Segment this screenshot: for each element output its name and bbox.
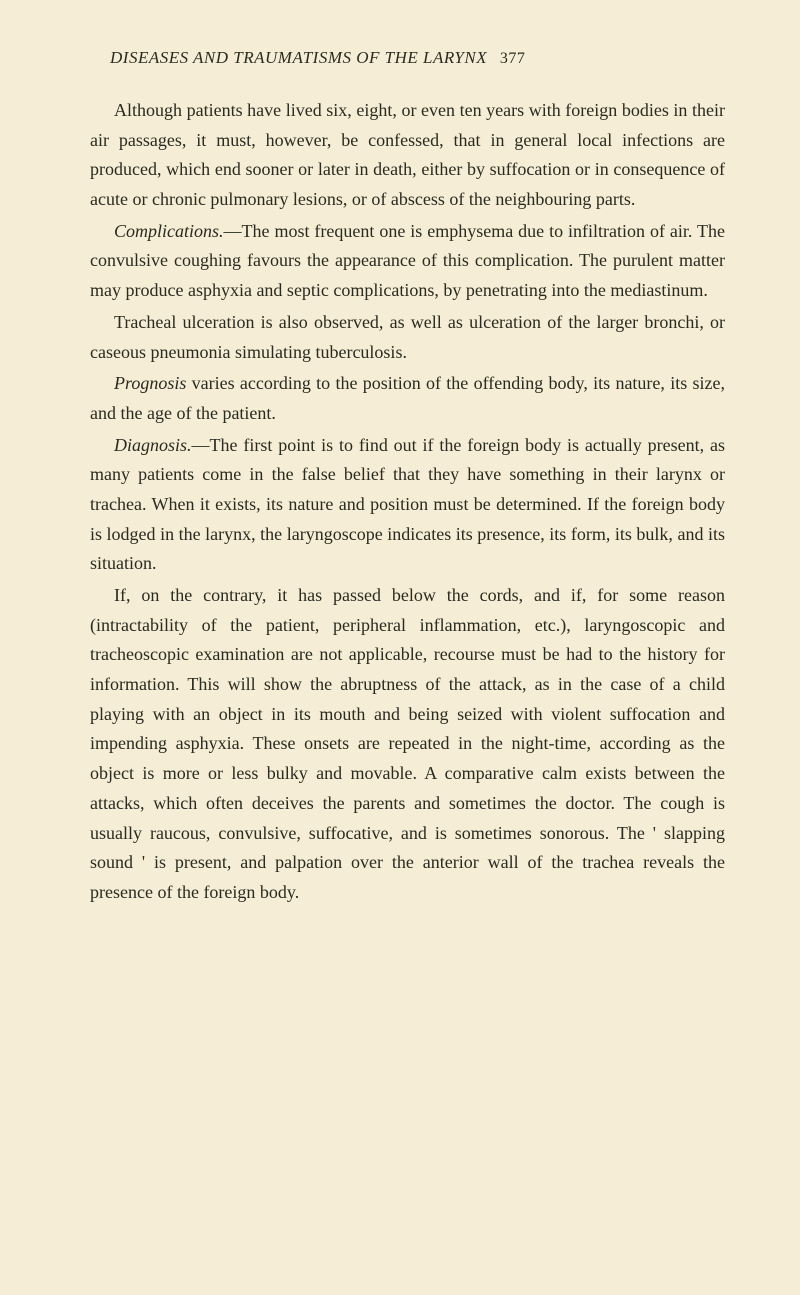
page-header: DISEASES AND TRAUMATISMS OF THE LARYNX 3… bbox=[90, 48, 725, 68]
diagnosis-label: Diagnosis. bbox=[114, 435, 192, 455]
header-title: DISEASES AND TRAUMATISMS OF THE LARYNX bbox=[110, 48, 487, 67]
paragraph-3-text: Tracheal ulceration is also observed, as… bbox=[90, 312, 725, 362]
complications-label: Complications. bbox=[114, 221, 224, 241]
paragraph-3: Tracheal ulceration is also observed, as… bbox=[90, 308, 725, 367]
paragraph-5-text: —The first point is to find out if the f… bbox=[90, 435, 725, 574]
paragraph-6: If, on the contrary, it has passed below… bbox=[90, 581, 725, 908]
paragraph-5: Diagnosis.—The first point is to find ou… bbox=[90, 431, 725, 579]
paragraph-2: Complications.—The most frequent one is … bbox=[90, 217, 725, 306]
page-number: 377 bbox=[500, 50, 526, 67]
paragraph-1: Although patients have lived six, eight,… bbox=[90, 96, 725, 215]
paragraph-6-text: If, on the contrary, it has passed below… bbox=[90, 585, 725, 902]
paragraph-4: Prognosis varies according to the positi… bbox=[90, 369, 725, 428]
paragraph-4-text: varies according to the position of the … bbox=[90, 373, 725, 423]
paragraph-1-text: Although patients have lived six, eight,… bbox=[90, 100, 725, 209]
prognosis-label: Prognosis bbox=[114, 373, 186, 393]
